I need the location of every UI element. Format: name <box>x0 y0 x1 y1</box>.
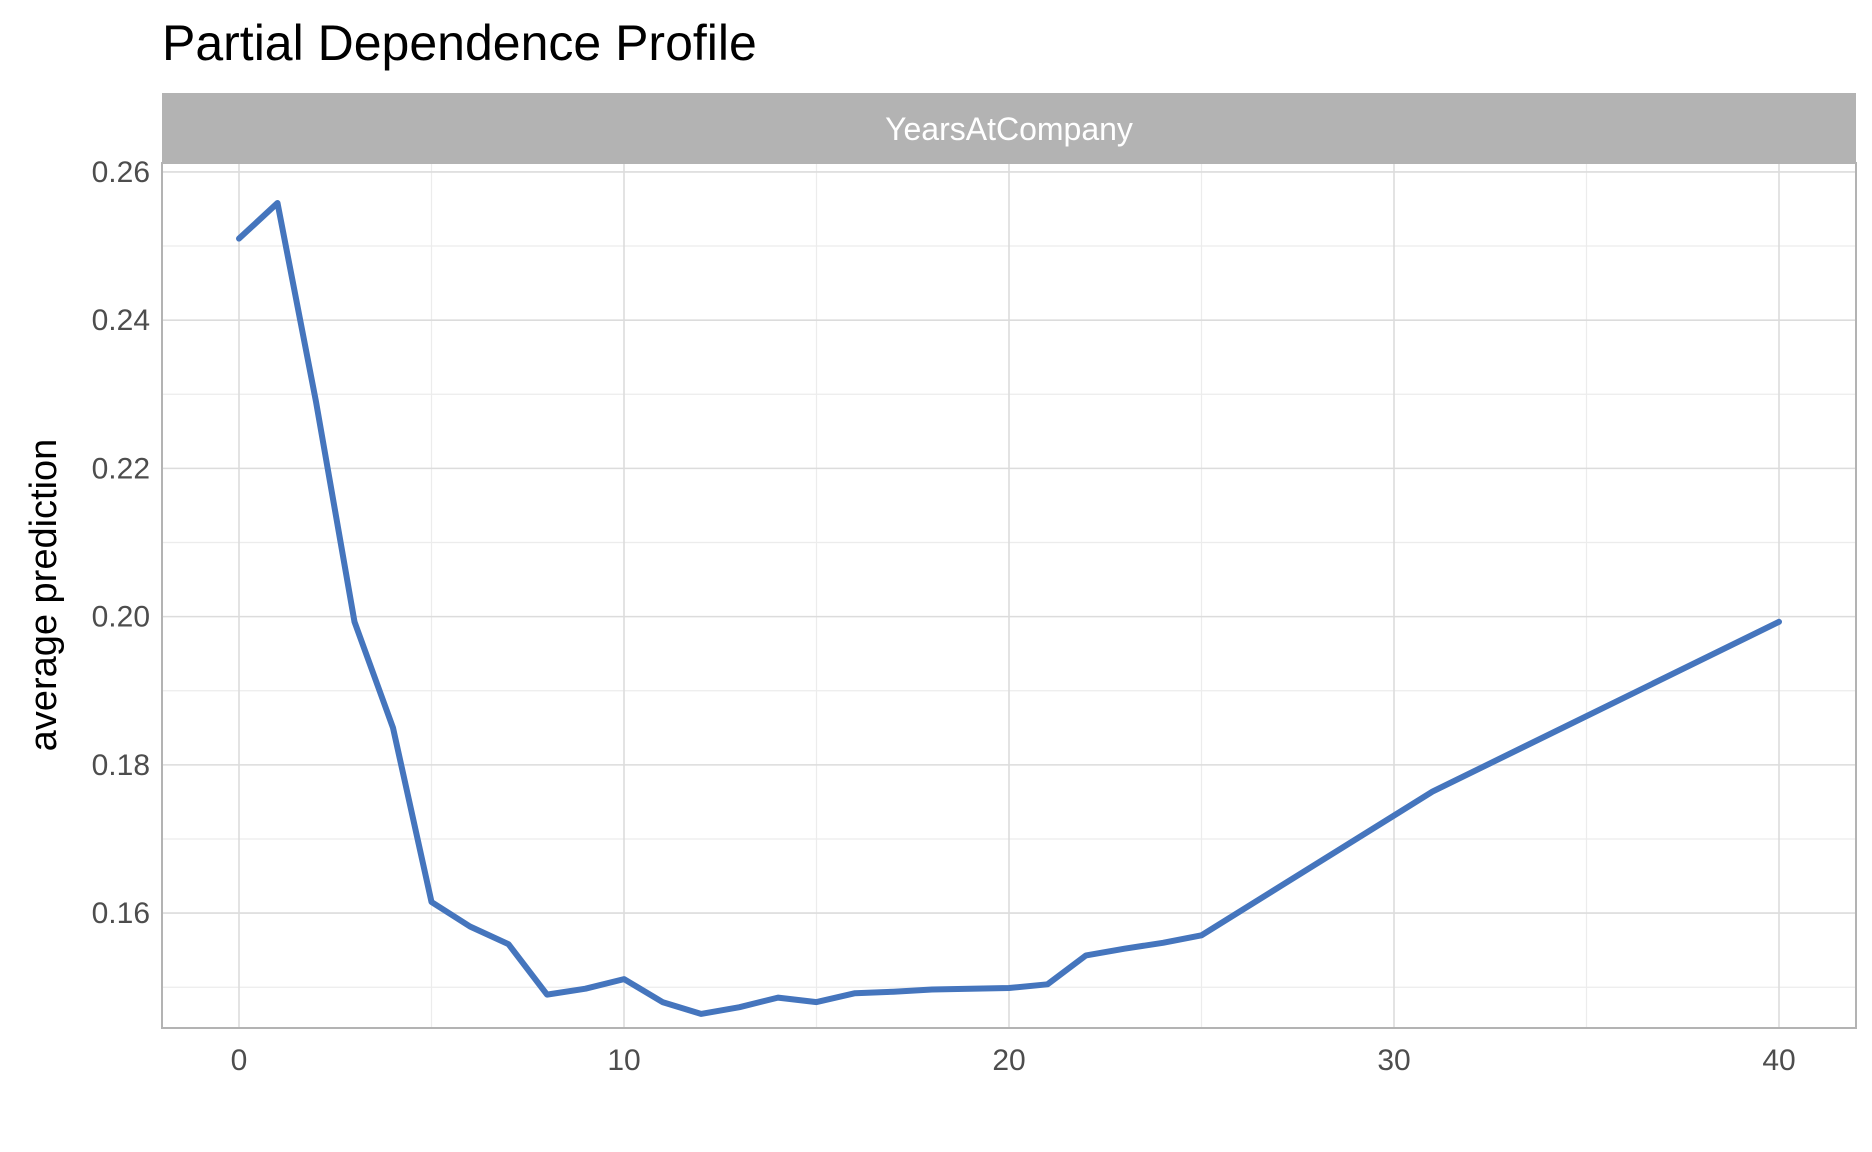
x-tick-label: 40 <box>1762 1044 1795 1077</box>
x-tick-label: 0 <box>231 1044 248 1077</box>
y-tick-label: 0.22 <box>92 452 150 485</box>
x-tick-label: 10 <box>607 1044 640 1077</box>
y-tick-label: 0.20 <box>92 601 150 634</box>
x-axis-tick-labels: 0 10 20 30 40 <box>231 1044 1796 1077</box>
y-tick-label: 0.24 <box>92 304 150 337</box>
y-axis-title: average prediction <box>23 439 65 752</box>
x-tick-label: 30 <box>1377 1044 1410 1077</box>
y-tick-label: 0.16 <box>92 897 150 930</box>
plot-panel-border <box>161 162 1857 1029</box>
chart-title: Partial Dependence Profile <box>162 15 757 71</box>
gridlines <box>162 163 1856 1028</box>
y-axis-tick-labels: 0.16 0.18 0.20 0.22 0.24 0.26 <box>92 156 150 930</box>
y-tick-label: 0.18 <box>92 749 150 782</box>
y-tick-label: 0.26 <box>92 156 150 189</box>
facet-strip <box>162 93 1856 163</box>
facet-strip-label: YearsAtCompany <box>885 111 1133 147</box>
x-tick-label: 20 <box>992 1044 1025 1077</box>
series-line <box>236 200 1782 1017</box>
